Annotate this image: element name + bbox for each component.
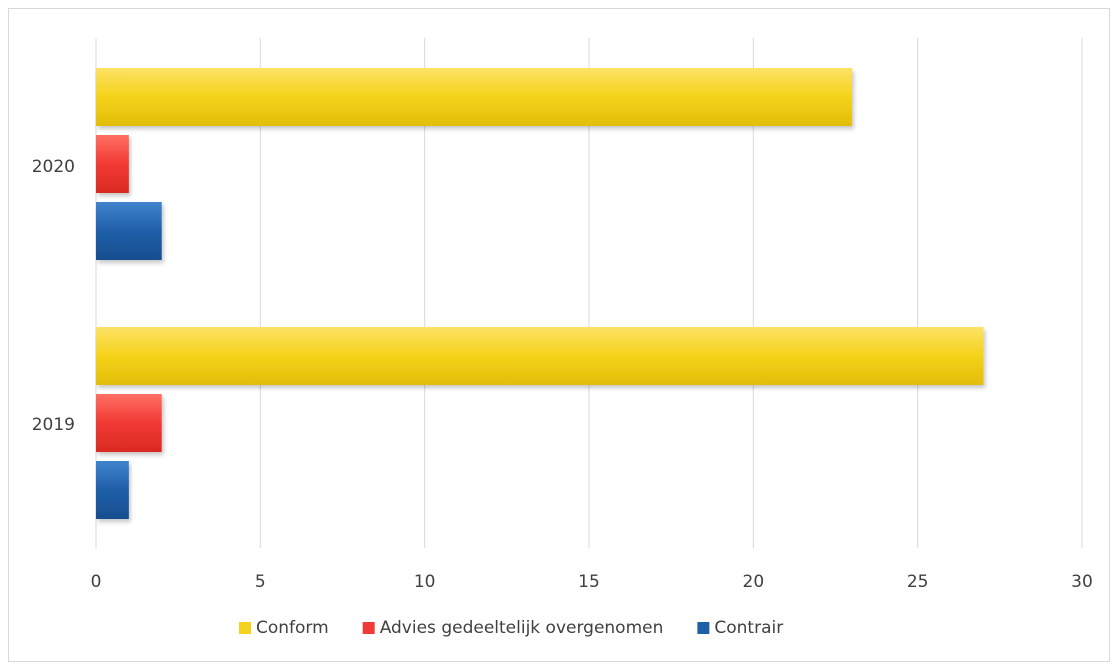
x-tick-label: 15 xyxy=(578,572,600,592)
legend-swatch xyxy=(697,622,710,634)
x-tick-label: 0 xyxy=(91,572,102,592)
x-tick-label: 20 xyxy=(743,572,765,592)
legend-label: Conform xyxy=(256,618,329,638)
x-tick-label: 25 xyxy=(907,572,929,592)
legend-label: Advies gedeeltelijk overgenomen xyxy=(380,618,664,638)
bar-conform-2019 xyxy=(96,327,984,385)
bar-advies-gedeeltelijk-overgenomen-2020 xyxy=(96,135,129,193)
bar-advies-gedeeltelijk-overgenomen-2019 xyxy=(96,394,162,452)
bar-conform-2020 xyxy=(96,68,852,126)
x-tick-label: 10 xyxy=(414,572,436,592)
chart-frame xyxy=(8,8,1110,662)
legend-label: Contrair xyxy=(714,618,783,638)
bar-contrair-2019 xyxy=(96,461,129,519)
legend-swatch xyxy=(239,622,251,634)
legend-swatch xyxy=(362,622,375,634)
bar-contrair-2020 xyxy=(96,202,162,260)
x-tick-label: 5 xyxy=(255,572,266,592)
y-category-label: 2019 xyxy=(32,415,75,435)
y-category-label: 2020 xyxy=(32,157,75,177)
x-tick-label: 30 xyxy=(1071,572,1093,592)
